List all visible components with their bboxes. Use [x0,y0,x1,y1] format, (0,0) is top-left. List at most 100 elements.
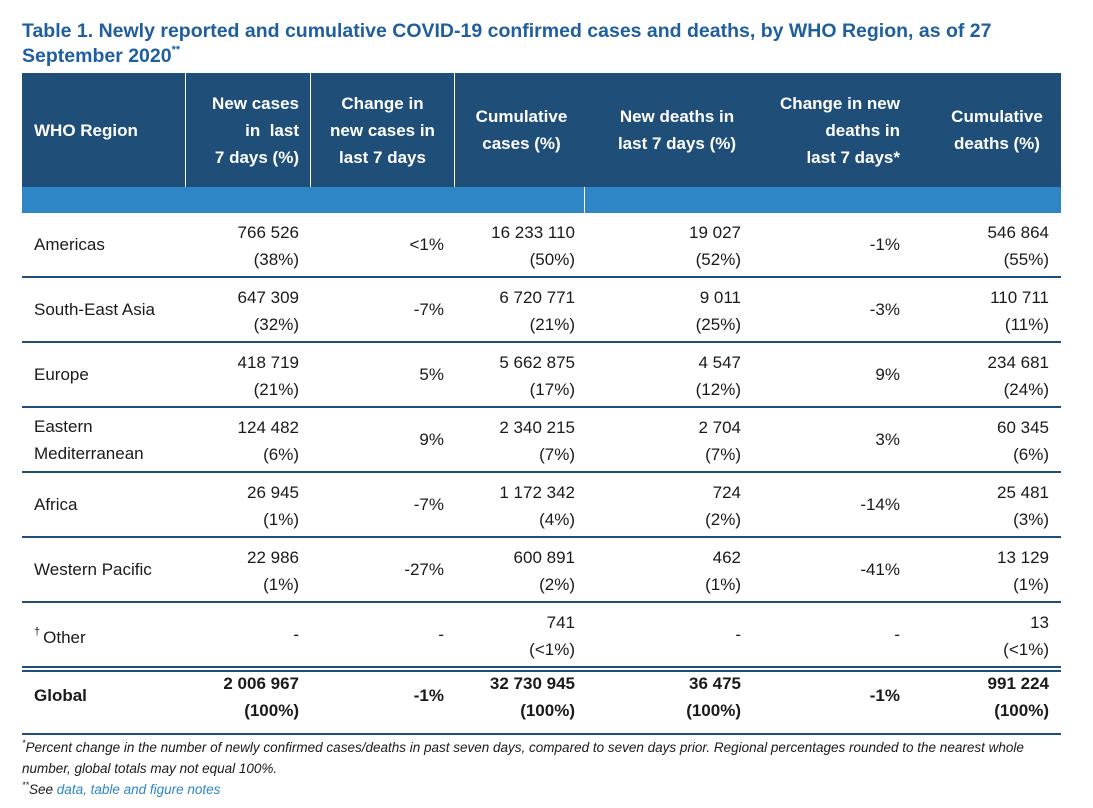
cell-new-deaths-line: (12%) [695,380,741,399]
region-name-text: Global [34,682,87,709]
table-row: Africa 26 945 (1%) 1 172 342 (4%) 724 (2%) 25 4… [22,473,1061,538]
cell-change-cases: 9% [419,429,444,449]
table-title: Table 1. Newly reported and cumulative C… [22,20,992,67]
cell-change-deaths: -3% [869,299,900,319]
cell-change-cases: -7% [413,494,444,514]
region-name-line: Africa [34,495,78,514]
footnotes: *Percent change in the number of newly c… [22,737,1072,800]
cell-new-deaths-line: 36 475 [689,674,741,693]
region-name: Africa [34,473,77,536]
cell-new-cases-line: 766 526 [237,223,299,242]
region-name: † Other [34,603,86,666]
region-name-text: Americas [34,231,105,258]
cell-cum-deaths-line: (11%) [1004,315,1049,334]
cell-cum-deaths-line: (<1%) [1003,640,1049,659]
cell-new-cases-line: 2 006 967 [223,674,299,693]
header-band [22,187,1061,213]
cell-new-deaths-line: 19 027 [689,223,741,242]
cell-new-cases: - [186,603,299,666]
header-divider [310,73,311,187]
cell-change-cases: -27% [404,559,444,579]
cell-new-cases-line: (38%) [253,250,299,269]
table-row: Europe 418 719 (21%) 5 662 875 (17%) 4 547 (12… [22,343,1061,408]
cell-change-deaths: - [894,624,900,644]
cell-cum-deaths-line: (1%) [1013,575,1049,594]
region-name-line: Eastern [34,416,93,436]
cell-new-deaths: 36 475 (100%) [597,670,741,724]
cell-cum-cases-line: (17%) [529,380,575,399]
cell-new-deaths-line: 724 [712,483,741,502]
region-name-line: Americas [34,235,105,254]
cell-new-deaths-line: (52%) [695,250,741,269]
cell-cum-deaths: 546 864 (55%) [922,219,1049,273]
table-bottom-rule [22,733,1061,735]
footnote-percent-change: *Percent change in the number of newly c… [22,738,1024,777]
cell-cum-cases-line: 1 172 342 [499,483,575,502]
notes-link[interactable]: data, table and figure notes [56,782,221,797]
cell-new-cases-line: 418 719 [237,353,299,372]
cell-new-cases: 22 986 (1%) [186,544,299,598]
cell-cum-cases-line: 32 730 945 [489,674,575,693]
region-name: Eastern Mediterranean [34,408,144,471]
region-name-text: Africa [34,491,77,518]
cell-cum-cases-line: (100%) [520,701,575,720]
cell-new-deaths-line: (100%) [686,701,741,720]
cell-new-deaths-line: 2 704 [698,418,741,437]
cell-change-cases: 5% [419,364,444,384]
cell-cum-cases: 1 172 342 (4%) [455,479,575,533]
cell-new-cases-line: 22 986 [247,548,299,567]
region-name-line: Europe [34,365,89,384]
cell-cum-deaths: 13 (<1%) [922,609,1049,663]
cell-new-cases-line: 26 945 [247,483,299,502]
cell-cum-deaths: 110 711 (11%) [922,284,1049,338]
header-new-cases: New cases in last 7 days (%) [186,73,299,187]
title-superscript: ** [171,44,181,56]
cell-new-deaths-line: - [735,625,741,644]
table-header: WHO Region New cases in last 7 days (%) … [22,73,1061,187]
cell-cum-deaths-line: 991 224 [987,674,1049,693]
cell-cum-cases-line: 16 233 110 [491,223,575,242]
cell-new-deaths-line: (1%) [705,575,741,594]
cell-change-deaths: -1% [869,685,900,705]
cell-new-cases-line: (6%) [263,445,299,464]
cell-new-cases: 124 482 (6%) [186,414,299,468]
cell-new-deaths-line: (25%) [695,315,741,334]
header-cumulative-deaths: Cumulative deaths (%) [922,73,1072,187]
table-row: † Other - 741 (<1%) - 13 (<1%) - - [22,603,1061,668]
cell-cum-deaths: 60 345 (6%) [922,414,1049,468]
cell-new-deaths: - [597,603,741,666]
header-new-deaths-text: New deaths in last 7 days (%) [617,107,737,153]
header-region: WHO Region [34,120,138,140]
cell-cum-cases: 2 340 215 (7%) [455,414,575,468]
cell-cum-deaths-line: 60 345 [997,418,1049,437]
header-divider [185,73,186,187]
region-name: South-East Asia [34,278,155,341]
cell-new-deaths-line: (2%) [705,510,741,529]
region-name-line: South-East Asia [34,300,155,319]
cell-cum-deaths: 13 129 (1%) [922,544,1049,598]
region-name-text: Western Pacific [34,556,152,583]
region-footnote-mark: † [34,625,41,638]
cell-new-deaths: 462 (1%) [597,544,741,598]
cell-new-deaths-line: 4 547 [698,353,741,372]
cell-cum-deaths-line: 110 711 [990,288,1049,307]
region-name-text: † Other [34,619,86,651]
cell-new-cases-line: (1%) [263,575,299,594]
cell-new-deaths-line: 9 011 [699,288,741,307]
cell-cum-deaths: 234 681 (24%) [922,349,1049,403]
region-name-line: Global [34,686,87,705]
header-change-cases-text: Change in new cases in last 7 days [330,93,435,167]
region-name: Americas [34,213,105,276]
cell-cum-cases-line: (7%) [539,445,575,464]
table-row: Western Pacific 22 986 (1%) 600 891 (2%) 462 (… [22,538,1061,603]
row-divider [22,666,1061,668]
cell-new-deaths-line: 462 [712,548,741,567]
cell-change-deaths: -14% [860,494,900,514]
cell-cum-deaths-line: 25 481 [997,483,1049,502]
cell-cum-cases-line: 2 340 215 [499,418,575,437]
cell-cum-cases: 6 720 771 (21%) [455,284,575,338]
cell-cum-cases-line: 741 [546,613,575,632]
cell-new-cases-line: 647 309 [237,288,299,307]
cell-cum-cases-line: 6 720 771 [499,288,575,307]
row-divider [22,471,1061,473]
